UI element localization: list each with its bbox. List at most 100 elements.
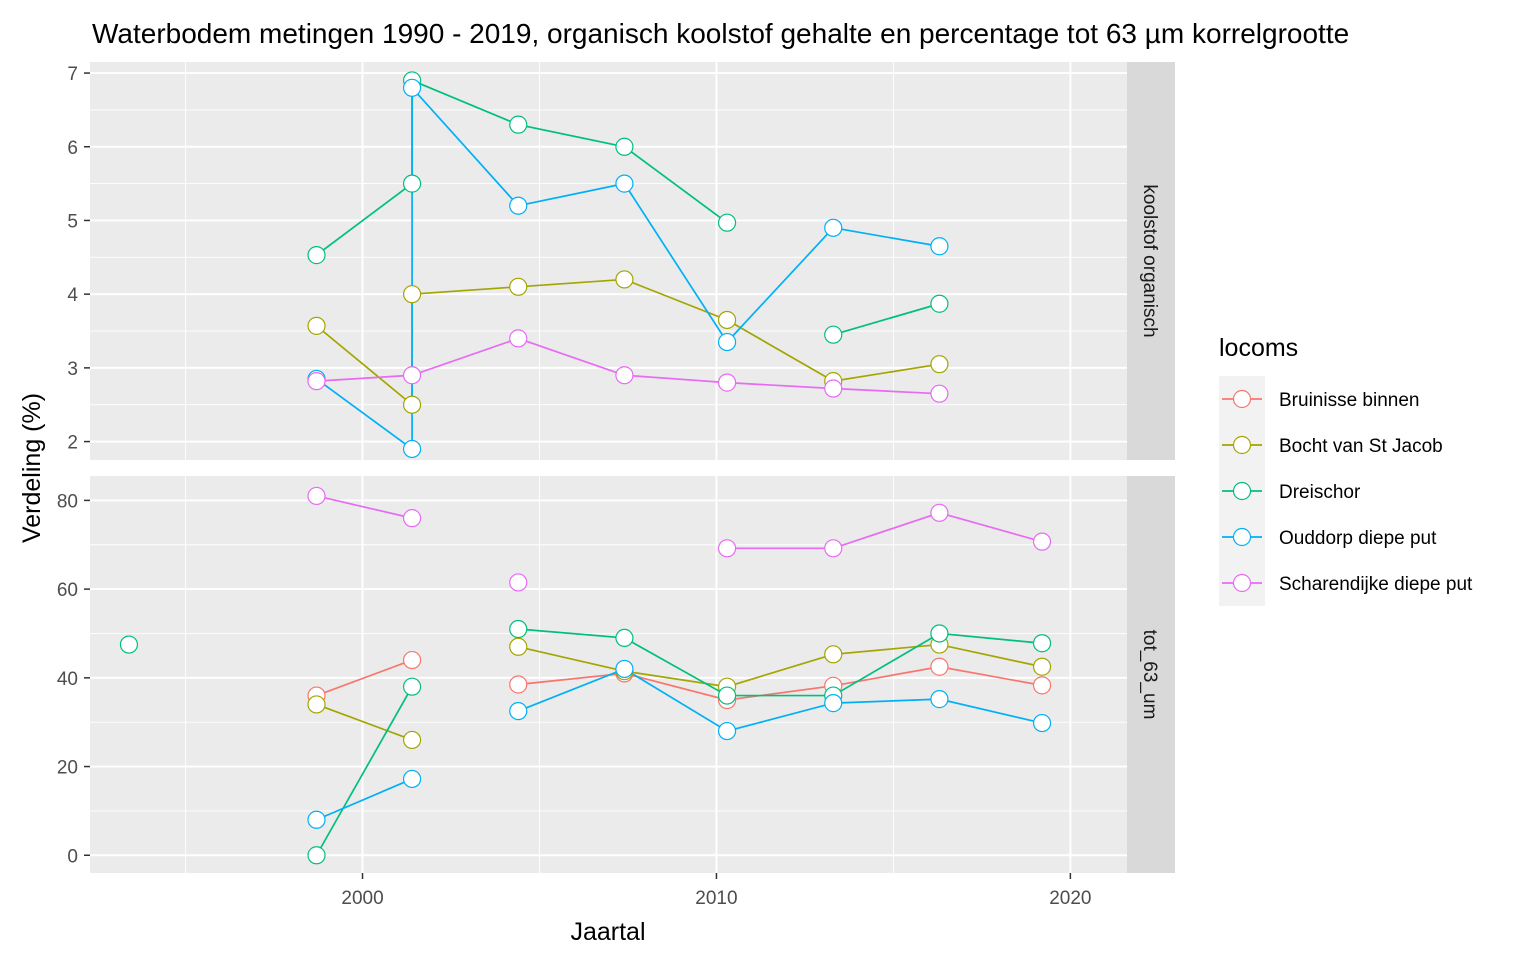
data-point-bocht-van-st-jacob: [307, 316, 326, 335]
data-point-bruinisse-binnen: [1032, 676, 1052, 695]
data-point-ouddorp-diepe-put: [615, 174, 634, 193]
data-point-scharendijke-diepe-put: [717, 539, 737, 558]
legend-label: Bruinisse binnen: [1279, 390, 1419, 411]
legend-label: Bocht van St Jacob: [1279, 436, 1443, 457]
data-point-bocht-van-st-jacob: [615, 270, 634, 289]
data-point-bocht-van-st-jacob: [402, 730, 422, 750]
legend-item: Bocht van St Jacob: [1219, 422, 1443, 468]
data-point-dreischor: [307, 246, 326, 265]
data-point-dreischor: [402, 174, 422, 193]
data-point-ouddorp-diepe-put: [509, 196, 528, 215]
data-point-dreischor: [930, 624, 949, 643]
panel-background: [90, 62, 1127, 460]
data-point-dreischor: [824, 325, 843, 344]
panel-koolstof-organisch: 2 3 4 5 6 7 koolstof organisch: [67, 62, 1175, 460]
data-point-ouddorp-diepe-put: [402, 769, 422, 789]
data-point-dreischor: [615, 137, 634, 156]
facet-strip: [1127, 476, 1175, 873]
x-tick-label: 2000: [341, 888, 383, 909]
legend-label: Scharendijke diepe put: [1279, 574, 1473, 595]
data-point-scharendijke-diepe-put: [402, 366, 422, 385]
data-point-bocht-van-st-jacob: [1032, 657, 1052, 676]
data-point-dreischor: [615, 628, 634, 648]
legend-item: Ouddorp diepe put: [1219, 514, 1437, 560]
y-tick-label: 60: [57, 580, 78, 601]
legend-item: Scharendijke diepe put: [1219, 560, 1473, 606]
data-point-scharendijke-diepe-put: [824, 379, 843, 398]
legend-key-point: [1232, 573, 1252, 593]
data-point-scharendijke-diepe-put: [307, 372, 326, 391]
x-tick-label: 2010: [695, 888, 737, 909]
data-point-bocht-van-st-jacob: [509, 637, 528, 656]
legend-item: Dreischor: [1219, 468, 1361, 514]
data-point-ouddorp-diepe-put: [307, 810, 326, 829]
series-line-scharendijke-diepe-put: [316, 495, 413, 519]
data-point-scharendijke-diepe-put: [402, 509, 422, 528]
legend: locoms Bruinisse binnen Bocht van St Jaco…: [1219, 334, 1473, 606]
data-point-scharendijke-diepe-put: [509, 573, 528, 592]
data-point-dreischor: [930, 294, 949, 313]
y-tick-label: 80: [57, 491, 78, 512]
data-point-dreischor: [402, 677, 422, 696]
legend-label: Ouddorp diepe put: [1279, 528, 1437, 549]
data-point-scharendijke-diepe-put: [615, 366, 634, 385]
data-point-dreischor: [119, 635, 139, 654]
facet-strip-label: koolstof organisch: [1139, 184, 1160, 337]
y-tick-label: 20: [57, 758, 78, 779]
data-point-dreischor: [509, 619, 528, 639]
y-tick-label: 40: [57, 669, 78, 690]
series-line-dreischor: [316, 79, 728, 256]
data-point-scharendijke-diepe-put: [1032, 532, 1052, 551]
y-tick-label: 4: [67, 285, 78, 306]
data-point-bocht-van-st-jacob: [402, 285, 422, 304]
data-point-bocht-van-st-jacob: [307, 695, 326, 714]
data-point-ouddorp-diepe-put: [717, 332, 737, 352]
series-lines: [315, 495, 1043, 856]
data-point-ouddorp-diepe-put: [615, 659, 634, 679]
legend-items: Bruinisse binnen Bocht van St Jacob Dreisc…: [1219, 376, 1473, 606]
data-point-bruinisse-binnen: [930, 657, 949, 676]
series-line-bruinisse-binnen: [316, 659, 413, 697]
data-point-scharendijke-diepe-put: [509, 329, 528, 348]
data-point-bocht-van-st-jacob: [824, 645, 843, 664]
data-point-bocht-van-st-jacob: [509, 277, 528, 296]
data-point-dreischor: [717, 686, 737, 705]
x-axis-title: Jaartal: [570, 918, 645, 946]
series-line-ouddorp-diepe-put: [316, 778, 413, 821]
y-tick-label: 7: [67, 64, 78, 85]
chart-panels: 2 3 4 5 6 7 koolstof organisch 0 20 40 60 80 tot_63_…: [57, 62, 1175, 909]
series-line-ouddorp-diepe-put: [517, 668, 1043, 732]
facet-strip: [1127, 62, 1175, 460]
data-point-scharendijke-diepe-put: [930, 384, 949, 403]
legend-key-point: [1232, 481, 1252, 501]
y-tick-label: 3: [67, 359, 78, 380]
data-point-ouddorp-diepe-put: [402, 439, 422, 459]
data-point-scharendijke-diepe-put: [307, 486, 326, 506]
y-tick-label: 5: [67, 211, 78, 232]
facet-strip-label: tot_63_um: [1139, 630, 1160, 720]
y-axis-title: Verdeling (%): [18, 393, 46, 543]
legend-item: Bruinisse binnen: [1219, 376, 1419, 422]
data-point-ouddorp-diepe-put: [930, 690, 949, 709]
legend-label: Dreischor: [1279, 482, 1361, 503]
panel-tot-63-um: 0 20 40 60 80 tot_63_um: [57, 476, 1175, 873]
series-line-dreischor: [518, 628, 1043, 697]
legend-key-point: [1232, 527, 1252, 547]
data-point-bocht-van-st-jacob: [717, 310, 737, 330]
data-point-dreischor: [1032, 634, 1052, 653]
legend-key-point: [1232, 389, 1252, 409]
data-point-scharendijke-diepe-put: [930, 503, 949, 522]
data-point-ouddorp-diepe-put: [717, 721, 737, 741]
data-point-ouddorp-diepe-put: [930, 237, 949, 256]
series-line-ouddorp-diepe-put: [316, 85, 940, 451]
legend-key-point: [1232, 435, 1252, 455]
series-line-dreischor: [315, 686, 413, 856]
data-point-ouddorp-diepe-put: [402, 78, 422, 97]
x-axis: 2000 2010 2020: [341, 873, 1092, 909]
data-point-bruinisse-binnen: [509, 675, 528, 694]
y-tick-label: 0: [67, 846, 78, 867]
series-points: [307, 71, 949, 459]
series-line-scharendijke-diepe-put: [727, 511, 1043, 550]
legend-title: locoms: [1219, 334, 1298, 362]
